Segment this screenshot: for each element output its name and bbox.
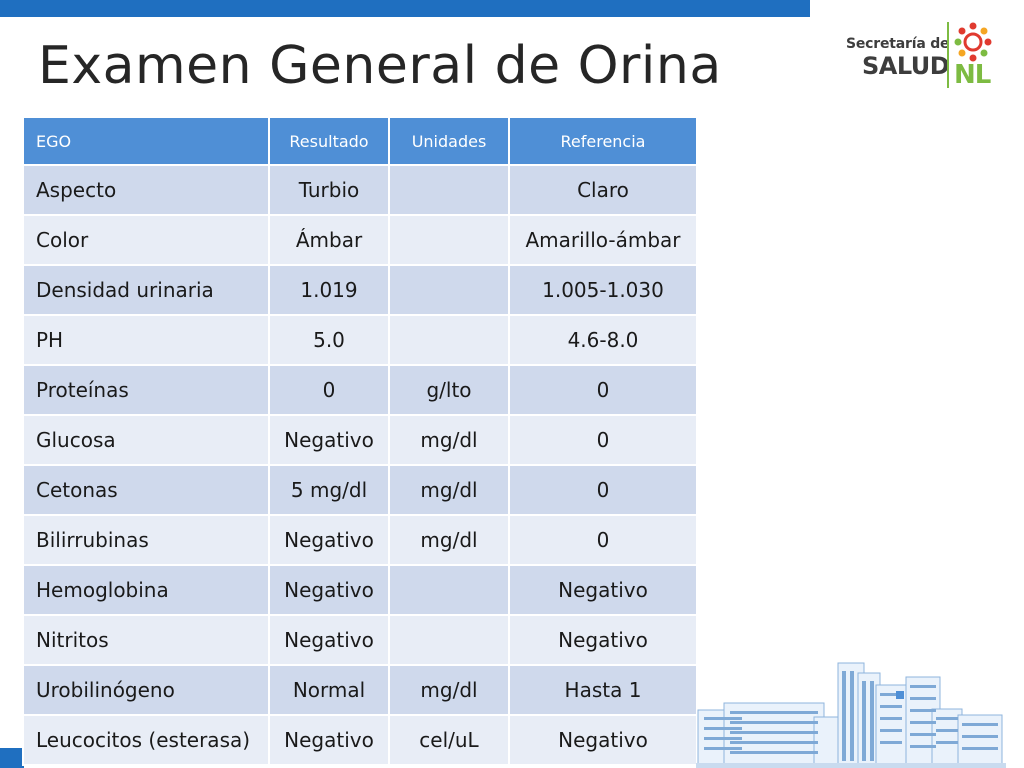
cell-units: mg/dl: [390, 416, 508, 464]
cell-result: Negativo: [270, 716, 388, 764]
slide-title: Examen General de Orina: [38, 36, 722, 96]
cell-result: Ámbar: [270, 216, 388, 264]
cell-units: cel/uL: [390, 716, 508, 764]
cell-parameter: Densidad urinaria: [24, 266, 268, 314]
cell-parameter: Aspecto: [24, 166, 268, 214]
table-row: Densidad urinaria 1.019 1.005-1.030: [24, 266, 696, 314]
cell-reference: Negativo: [510, 716, 696, 764]
table-row: Urobilinógeno Normal mg/dl Hasta 1: [24, 666, 696, 714]
cell-reference: 1.005-1.030: [510, 266, 696, 314]
logo-text-nl: NL: [954, 60, 991, 90]
table-row: Leucocitos (esterasa) Negativo cel/uL Ne…: [24, 716, 696, 764]
cell-parameter: PH: [24, 316, 268, 364]
table-row: Glucosa Negativo mg/dl 0: [24, 416, 696, 464]
cell-units: mg/dl: [390, 516, 508, 564]
bottom-accent-bar: [0, 748, 24, 768]
cell-units: [390, 316, 508, 364]
cell-parameter: Color: [24, 216, 268, 264]
cell-result: 5.0: [270, 316, 388, 364]
table-row: Proteínas 0 g/lto 0: [24, 366, 696, 414]
header-ego: EGO: [24, 118, 268, 164]
table-row: Color Ámbar Amarillo-ámbar: [24, 216, 696, 264]
cell-units: [390, 566, 508, 614]
top-accent-bar: [0, 0, 810, 17]
cell-units: [390, 216, 508, 264]
cell-result: Negativo: [270, 616, 388, 664]
table-row: Nitritos Negativo Negativo: [24, 616, 696, 664]
hospital-buildings-icon: [696, 662, 1006, 768]
cell-result: Negativo: [270, 566, 388, 614]
cell-units: g/lto: [390, 366, 508, 414]
table-row: Aspecto Turbio Claro: [24, 166, 696, 214]
logo-text-secretaria: Secretaría de: [846, 36, 950, 52]
cell-reference: Negativo: [510, 616, 696, 664]
logo-divider: [947, 22, 949, 88]
cell-parameter: Leucocitos (esterasa): [24, 716, 268, 764]
cell-reference: 0: [510, 516, 696, 564]
cell-reference: Amarillo-ámbar: [510, 216, 696, 264]
cell-parameter: Cetonas: [24, 466, 268, 514]
cell-parameter: Nitritos: [24, 616, 268, 664]
cell-result: 0: [270, 366, 388, 414]
header-unidades: Unidades: [390, 118, 508, 164]
cell-reference: 0: [510, 466, 696, 514]
table-header-row: EGO Resultado Unidades Referencia: [24, 118, 696, 164]
cell-result: Turbio: [270, 166, 388, 214]
table-row: Cetonas 5 mg/dl mg/dl 0: [24, 466, 696, 514]
cell-reference: 0: [510, 416, 696, 464]
table-row: Bilirrubinas Negativo mg/dl 0: [24, 516, 696, 564]
cell-reference: 0: [510, 366, 696, 414]
cell-parameter: Bilirrubinas: [24, 516, 268, 564]
cell-units: [390, 166, 508, 214]
cell-reference: Claro: [510, 166, 696, 214]
cell-parameter: Hemoglobina: [24, 566, 268, 614]
cell-parameter: Proteínas: [24, 366, 268, 414]
cell-result: 5 mg/dl: [270, 466, 388, 514]
cell-reference: Negativo: [510, 566, 696, 614]
header-referencia: Referencia: [510, 118, 696, 164]
ego-results-table: EGO Resultado Unidades Referencia Aspect…: [22, 116, 698, 766]
cell-units: mg/dl: [390, 666, 508, 714]
cell-reference: Hasta 1: [510, 666, 696, 714]
secretaria-salud-logo: Secretaría de SALUD NL: [846, 22, 996, 92]
people-circle-icon: [954, 22, 992, 62]
cell-units: [390, 266, 508, 314]
cell-result: Negativo: [270, 416, 388, 464]
cell-units: mg/dl: [390, 466, 508, 514]
logo-text-salud: SALUD: [862, 52, 950, 80]
header-resultado: Resultado: [270, 118, 388, 164]
cell-reference: 4.6-8.0: [510, 316, 696, 364]
cell-result: 1.019: [270, 266, 388, 314]
cell-parameter: Urobilinógeno: [24, 666, 268, 714]
table-row: Hemoglobina Negativo Negativo: [24, 566, 696, 614]
cell-result: Normal: [270, 666, 388, 714]
cell-result: Negativo: [270, 516, 388, 564]
cell-parameter: Glucosa: [24, 416, 268, 464]
table-row: PH 5.0 4.6-8.0: [24, 316, 696, 364]
cell-units: [390, 616, 508, 664]
